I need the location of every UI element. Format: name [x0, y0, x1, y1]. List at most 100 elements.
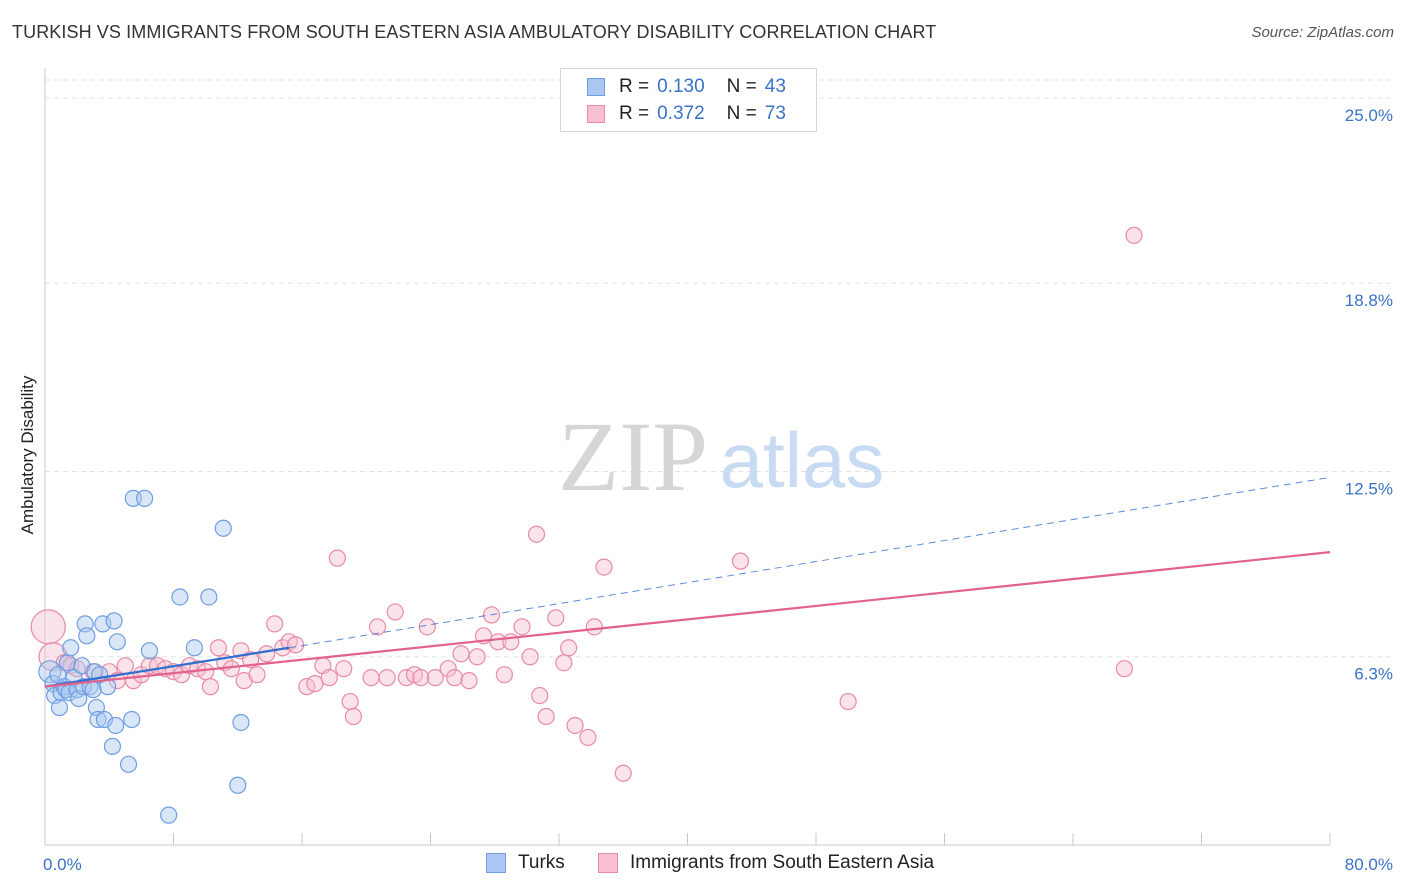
y-tick-label: 18.8%: [1345, 291, 1393, 310]
point-turks: [171, 588, 189, 606]
point-immigrants: [335, 660, 353, 678]
point-turks: [200, 588, 218, 606]
point-immigrants: [344, 707, 362, 726]
point-immigrants: [452, 645, 470, 663]
point-turks: [89, 710, 107, 729]
point-immigrants: [362, 669, 380, 687]
watermark-atlas: atlas: [720, 416, 885, 504]
point-immigrants: [439, 660, 457, 678]
watermark-zip: ZIP: [558, 401, 708, 512]
point-turks: [229, 776, 247, 794]
point-immigrants: [258, 645, 276, 663]
point-immigrants: [527, 525, 546, 543]
source-label: Source: ZipAtlas.com: [1251, 24, 1394, 41]
point-turks: [50, 698, 69, 717]
point-immigrants: [521, 648, 539, 666]
point-immigrants: [306, 675, 324, 693]
point-turks: [123, 710, 141, 729]
x-tick-label: 0.0%: [43, 855, 82, 874]
n-label: N =: [726, 103, 757, 124]
gridlines: [45, 79, 1395, 658]
point-immigrants: [547, 609, 565, 627]
legend-swatch-immigrants: [587, 105, 605, 123]
legend-swatch-immigrants: [598, 853, 618, 873]
legend-stats: R = 0.130 N = 43 R = 0.372 N = 73: [560, 68, 817, 132]
point-turks: [99, 678, 117, 696]
point-immigrants: [495, 666, 513, 684]
point-immigrants: [566, 716, 584, 735]
point-immigrants: [1125, 226, 1143, 244]
r-label: R =: [619, 103, 650, 124]
watermark: ZIP atlas: [558, 401, 884, 512]
legend-swatch-turks: [486, 853, 506, 873]
point-immigrants: [839, 692, 857, 711]
point-turks: [214, 519, 232, 537]
points-layer: [30, 226, 1143, 824]
point-immigrants: [209, 639, 228, 657]
legend-swatch-turks: [587, 78, 605, 96]
point-turks: [185, 639, 203, 657]
point-turks: [119, 755, 138, 773]
point-immigrants: [328, 549, 346, 567]
point-immigrants: [513, 618, 531, 636]
point-turks: [108, 633, 126, 651]
point-immigrants: [560, 639, 578, 657]
point-immigrants: [197, 663, 215, 681]
trend-line-turks: [44, 646, 290, 688]
y-axis-label: Ambulatory Disability: [18, 375, 37, 535]
point-immigrants: [368, 618, 387, 636]
y-tick-labels: 6.3% 12.5% 18.8% 25.0%: [1345, 106, 1393, 684]
point-immigrants: [286, 636, 305, 654]
point-turks: [232, 713, 250, 732]
point-turks: [105, 612, 123, 630]
point-immigrants: [579, 728, 597, 747]
chart-title: TURKISH VS IMMIGRANTS FROM SOUTH EASTERN…: [12, 22, 937, 42]
n-value: 43: [764, 76, 786, 97]
legend-item-turks: Turks: [486, 852, 565, 874]
point-immigrants: [731, 552, 750, 570]
point-immigrants: [445, 669, 464, 687]
point-immigrants: [412, 669, 430, 687]
point-immigrants: [555, 654, 573, 672]
y-tick-label: 25.0%: [1345, 106, 1393, 125]
point-immigrants: [468, 648, 486, 666]
x-tick-label: 80.0%: [1345, 855, 1393, 874]
legend-item-immigrants: Immigrants from South Eastern Asia: [598, 852, 934, 874]
point-immigrants: [116, 657, 134, 675]
trend-line-immigrants: [44, 551, 1331, 688]
point-turks: [140, 642, 159, 660]
point-immigrants: [320, 669, 338, 687]
trend-layer: [44, 476, 1331, 688]
point-immigrants: [266, 615, 284, 633]
point-immigrants: [386, 603, 404, 621]
point-turks: [94, 615, 112, 633]
point-immigrants: [595, 558, 613, 576]
legend-label-turks: Turks: [518, 852, 565, 873]
trend-line-turks-extended: [289, 476, 1331, 649]
point-turks: [107, 716, 125, 735]
point-immigrants: [378, 669, 396, 687]
point-immigrants: [460, 672, 478, 690]
point-turks: [135, 489, 154, 507]
point-immigrants: [30, 609, 66, 645]
point-turks: [160, 806, 178, 824]
legend-label-immigrants: Immigrants from South Eastern Asia: [630, 852, 935, 873]
r-value: 0.130: [657, 76, 705, 97]
point-immigrants: [1115, 660, 1134, 678]
legend-row-immigrants: R = 0.372 N = 73: [587, 102, 786, 126]
point-immigrants: [537, 707, 555, 726]
y-tick-label: 12.5%: [1345, 479, 1393, 498]
n-label: N =: [726, 76, 757, 97]
point-immigrants: [531, 686, 549, 705]
r-label: R =: [619, 76, 650, 97]
point-immigrants: [248, 666, 266, 684]
r-value: 0.372: [657, 103, 705, 124]
point-immigrants: [418, 618, 436, 636]
point-turks: [62, 639, 80, 657]
legend-row-turks: R = 0.130 N = 43: [587, 75, 786, 99]
x-tick-labels: 0.0% 80.0%: [43, 855, 1393, 874]
y-tick-label: 6.3%: [1354, 665, 1393, 684]
point-turks: [78, 627, 96, 645]
legend-series: Turks Immigrants from South Eastern Asia: [0, 852, 1406, 878]
